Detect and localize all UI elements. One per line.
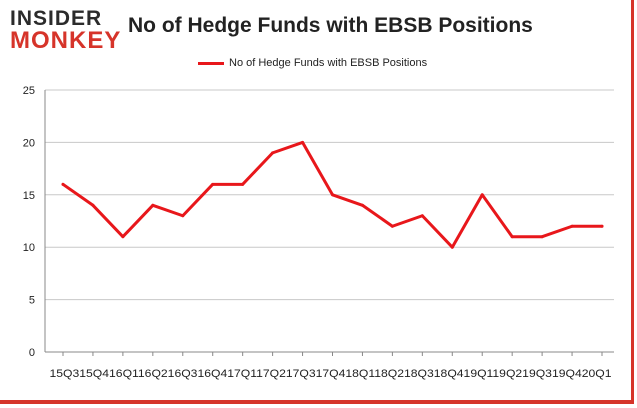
y-tick-label: 20: [23, 137, 35, 149]
data-point: [480, 193, 484, 197]
data-point: [570, 224, 574, 228]
legend-label: No of Hedge Funds with EBSB Positions: [229, 57, 428, 69]
data-point: [121, 235, 125, 239]
data-point: [211, 182, 215, 186]
legend-swatch: [198, 61, 224, 65]
data-point: [271, 151, 275, 155]
data-point: [600, 224, 604, 228]
y-tick-label: 15: [23, 190, 35, 202]
y-tick-label: 0: [29, 347, 35, 359]
axes: [44, 90, 614, 356]
gridlines: [45, 89, 614, 353]
logo-line-2: MONKEY: [10, 27, 122, 54]
logo-line-1: INSIDER: [10, 7, 103, 30]
data-point: [151, 203, 155, 207]
series-lines: [61, 140, 604, 249]
data-point: [420, 214, 424, 218]
data-point: [510, 235, 514, 239]
data-point: [301, 140, 305, 144]
x-tick-labels: 15Q315Q416Q116Q216Q316Q417Q117Q217Q317Q4…: [50, 368, 612, 380]
data-point: [360, 203, 364, 207]
data-point: [91, 203, 95, 207]
y-tick-label: 10: [23, 242, 35, 254]
chart-legend: No of Hedge Funds with EBSB Positions: [198, 57, 427, 69]
data-point: [181, 214, 185, 218]
y-tick-label: 5: [29, 295, 35, 307]
data-point: [331, 193, 334, 197]
data-point: [390, 224, 394, 228]
data-point: [540, 235, 544, 239]
data-point: [61, 182, 65, 186]
data-point: [450, 245, 454, 249]
insider-monkey-logo: INSIDER MONKEY: [10, 8, 120, 56]
data-point: [241, 182, 245, 186]
chart-title: No of Hedge Funds with EBSB Positions: [128, 14, 533, 37]
y-tick-label: 25: [23, 85, 35, 97]
y-tick-labels: 0 5 10 15 20 25: [23, 85, 35, 359]
